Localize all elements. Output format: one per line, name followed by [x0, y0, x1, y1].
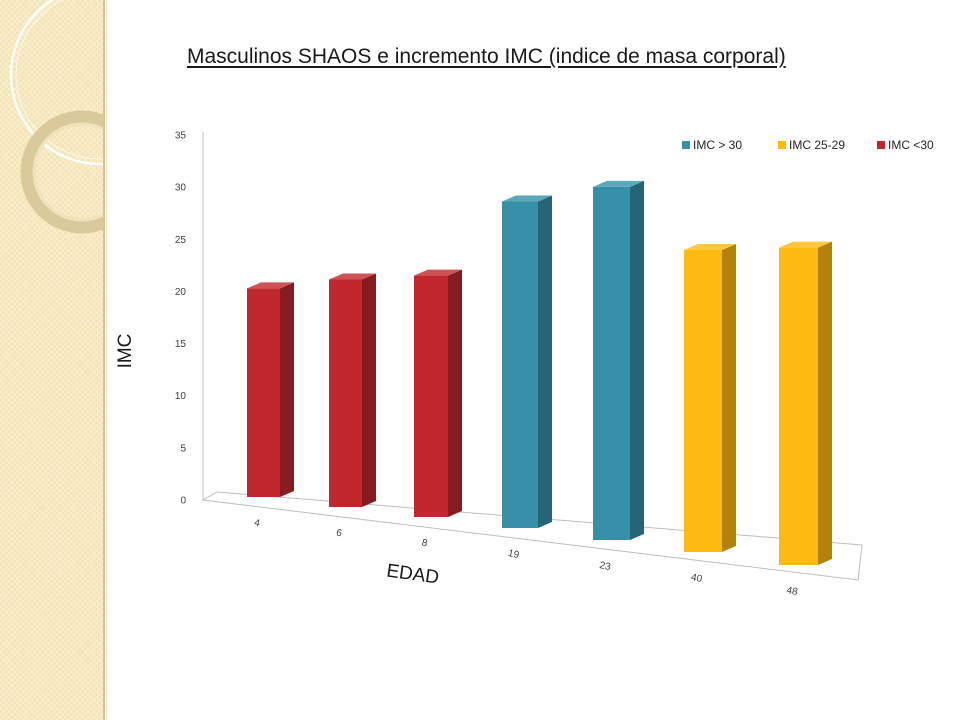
x-tick-labels: 4 6 8 19 23 40 48	[253, 518, 799, 599]
legend-item-imc-under-30: IMC <30	[877, 138, 934, 152]
legend-label: IMC <30	[888, 138, 934, 152]
bar-age-23	[593, 180, 644, 540]
y-tick-label: 10	[175, 391, 187, 402]
y-tick-label: 20	[175, 287, 187, 298]
legend-swatch	[682, 141, 690, 149]
x-tick-label: 4	[253, 518, 261, 530]
bar-side-face	[630, 180, 644, 540]
bar-front-face	[779, 247, 818, 565]
bar-side-face	[448, 269, 462, 517]
y-axis-title: IMC	[115, 334, 136, 369]
bar-side-face	[362, 273, 376, 507]
legend-swatch	[877, 141, 885, 149]
y-tick-labels: 0 5 10 15 20 25 30 35	[175, 131, 187, 507]
decorative-ring	[20, 110, 103, 234]
bar-top-face	[593, 180, 644, 187]
bar-top-face	[247, 282, 294, 289]
chart-floor	[201, 491, 863, 581]
decorative-ring	[9, 0, 103, 166]
legend-label: IMC 25-29	[789, 138, 845, 152]
bar-front-face	[247, 288, 280, 497]
bar-age-19	[502, 195, 552, 528]
y-tick-label: 30	[175, 183, 187, 194]
decorative-side-panel	[0, 0, 105, 720]
y-tick-label: 0	[180, 496, 186, 507]
y-tick-label: 35	[175, 131, 187, 142]
bar-age-40	[684, 244, 736, 552]
bar-side-face	[722, 244, 736, 552]
bar-side-face	[280, 282, 294, 497]
bar-side-face	[818, 241, 832, 565]
bar-front-face	[414, 275, 448, 517]
bar-top-face	[779, 241, 832, 248]
slide-title: Masculinos SHAOS e incremento IMC (indic…	[187, 45, 786, 68]
plot-area: 0 5 10 15 20 25 30 35 4 6 8 19 23 40 48	[175, 131, 863, 599]
decorative-ring	[32, 122, 103, 222]
x-tick-label: 8	[421, 538, 429, 550]
bar-front-face	[502, 201, 538, 528]
bars	[247, 180, 832, 565]
bar-front-face	[684, 250, 722, 552]
bar-front-face	[593, 186, 630, 540]
bar-top-face	[502, 195, 552, 202]
legend-swatch	[778, 141, 786, 149]
legend: IMC > 30 IMC 25-29 IMC <30	[682, 138, 934, 152]
x-tick-label: 48	[785, 585, 799, 598]
bar-top-face	[414, 269, 462, 276]
decorative-ring	[15, 0, 103, 160]
x-axis-title: EDAD	[385, 560, 440, 588]
x-tick-label: 40	[690, 572, 704, 585]
y-tick-label: 15	[175, 339, 187, 350]
bar-age-4	[247, 282, 294, 497]
bar-front-face	[329, 279, 362, 507]
bar-age-48	[779, 241, 832, 565]
y-tick-label: 25	[175, 235, 187, 246]
bar-top-face	[329, 273, 376, 280]
panel-divider	[106, 0, 107, 720]
legend-item-imc-25-29: IMC 25-29	[778, 138, 845, 152]
bar-age-8	[414, 269, 462, 517]
x-tick-label: 19	[507, 548, 521, 561]
x-tick-label: 23	[598, 560, 612, 573]
bar-side-face	[538, 195, 552, 528]
bar-top-face	[684, 244, 736, 250]
x-tick-label: 6	[335, 528, 343, 540]
y-tick-label: 5	[180, 443, 186, 454]
legend-item-imc-over-30: IMC > 30	[682, 138, 742, 152]
bar-age-6	[329, 273, 376, 507]
decorative-rings	[9, 0, 103, 234]
legend-label: IMC > 30	[693, 138, 742, 152]
